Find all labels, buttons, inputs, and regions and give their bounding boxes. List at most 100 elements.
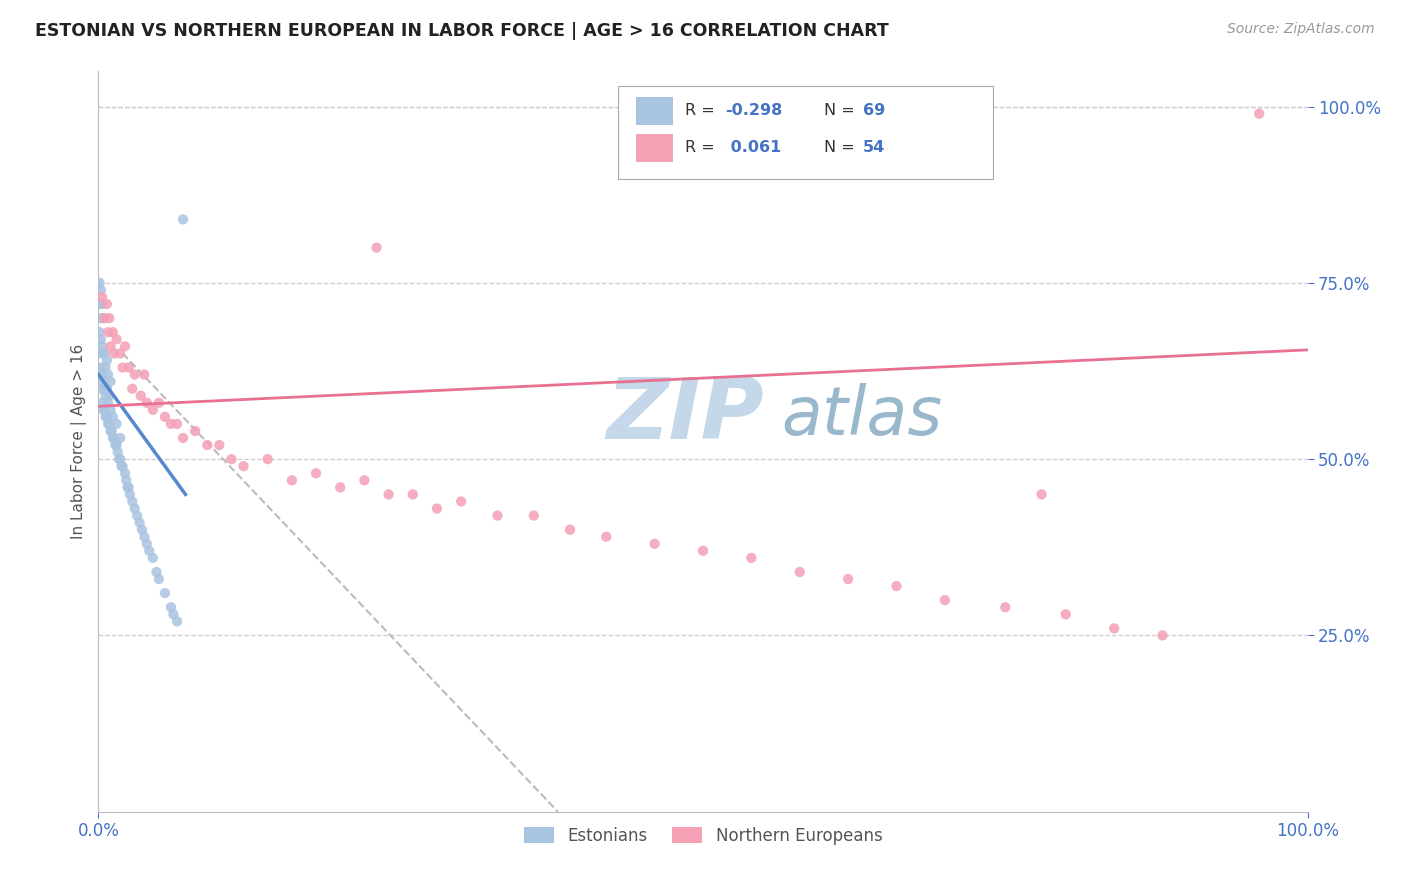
Point	[114, 339, 136, 353]
Point	[108, 452, 131, 467]
Point	[96, 382, 118, 396]
Point	[118, 360, 141, 375]
Point	[97, 396, 120, 410]
Point	[97, 368, 120, 382]
Point	[101, 431, 124, 445]
Point	[108, 431, 131, 445]
Point	[142, 550, 165, 565]
Point	[105, 332, 128, 346]
Point	[789, 565, 811, 579]
Text: N =: N =	[824, 140, 860, 155]
Point	[98, 311, 121, 326]
Point	[89, 346, 111, 360]
Point	[96, 409, 118, 424]
Point	[91, 311, 114, 326]
Point	[110, 459, 132, 474]
Point	[644, 537, 666, 551]
Point	[172, 212, 194, 227]
Point	[90, 360, 112, 375]
Point	[111, 459, 134, 474]
Point	[740, 550, 762, 565]
Point	[131, 523, 153, 537]
Point	[377, 487, 399, 501]
Point	[142, 402, 165, 417]
Point	[104, 438, 127, 452]
Point	[426, 501, 449, 516]
Point	[135, 537, 157, 551]
Point	[107, 445, 129, 459]
Point	[93, 382, 115, 396]
Text: R =: R =	[685, 103, 720, 118]
Point	[89, 325, 111, 339]
Point	[595, 530, 617, 544]
Point	[138, 544, 160, 558]
Point	[105, 438, 128, 452]
Point	[94, 360, 117, 375]
Point	[366, 241, 388, 255]
Point	[994, 600, 1017, 615]
Point	[93, 402, 115, 417]
Point	[121, 382, 143, 396]
Point	[1152, 628, 1174, 642]
Point	[117, 480, 139, 494]
Point	[93, 346, 115, 360]
Point	[934, 593, 956, 607]
Point	[886, 579, 908, 593]
Point	[96, 353, 118, 368]
Point	[114, 467, 136, 481]
Text: 69: 69	[863, 103, 884, 118]
FancyBboxPatch shape	[637, 135, 672, 162]
Text: atlas: atlas	[782, 383, 942, 449]
Point	[1249, 106, 1271, 120]
Point	[115, 473, 138, 487]
Text: ZIP: ZIP	[606, 374, 763, 457]
Legend: Estonians, Northern Europeans: Estonians, Northern Europeans	[517, 820, 889, 852]
Point	[118, 480, 141, 494]
Point	[129, 389, 152, 403]
Point	[100, 339, 122, 353]
Point	[91, 375, 114, 389]
FancyBboxPatch shape	[619, 87, 993, 178]
Point	[166, 417, 188, 431]
Text: R =: R =	[685, 140, 720, 155]
FancyBboxPatch shape	[637, 97, 672, 126]
Point	[208, 438, 231, 452]
Point	[94, 409, 117, 424]
Point	[160, 600, 183, 615]
Point	[558, 523, 581, 537]
Point	[1031, 487, 1053, 501]
Point	[134, 368, 156, 382]
Point	[90, 283, 112, 297]
Point	[124, 501, 146, 516]
Point	[124, 368, 146, 382]
Point	[148, 396, 170, 410]
Point	[97, 325, 120, 339]
Point	[353, 473, 375, 487]
Point	[98, 417, 121, 431]
Point	[523, 508, 546, 523]
Point	[90, 382, 112, 396]
Point	[100, 375, 122, 389]
Point	[97, 417, 120, 431]
Point	[148, 572, 170, 586]
Point	[100, 402, 122, 417]
Point	[153, 586, 176, 600]
Point	[195, 438, 218, 452]
Point	[121, 494, 143, 508]
Point	[101, 409, 124, 424]
Text: Source: ZipAtlas.com: Source: ZipAtlas.com	[1227, 22, 1375, 37]
Point	[486, 508, 509, 523]
Point	[118, 487, 141, 501]
Point	[162, 607, 184, 622]
Point	[281, 473, 304, 487]
Point	[145, 565, 167, 579]
Point	[153, 409, 176, 424]
Point	[1102, 621, 1125, 635]
Text: 0.061: 0.061	[724, 140, 780, 155]
Point	[96, 297, 118, 311]
Text: 54: 54	[863, 140, 884, 155]
Point	[402, 487, 425, 501]
Point	[90, 332, 112, 346]
Text: ESTONIAN VS NORTHERN EUROPEAN IN LABOR FORCE | AGE > 16 CORRELATION CHART: ESTONIAN VS NORTHERN EUROPEAN IN LABOR F…	[35, 22, 889, 40]
Point	[108, 452, 131, 467]
